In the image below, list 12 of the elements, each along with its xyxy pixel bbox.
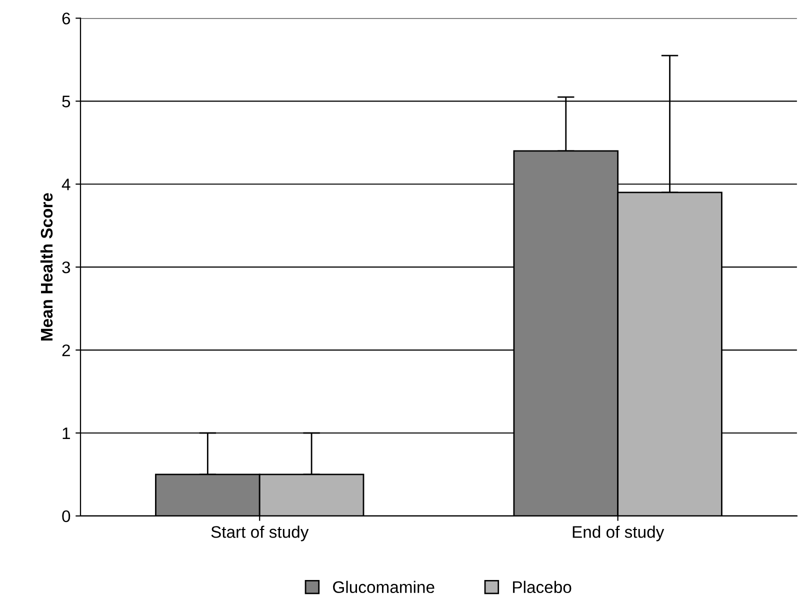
legend-label: Glucomamine bbox=[333, 580, 434, 594]
y-tick-label: 0 bbox=[62, 510, 70, 522]
y-tick-label: 4 bbox=[62, 178, 70, 190]
y-axis-title: Mean Health Score bbox=[40, 193, 53, 341]
legend-label: Placebo bbox=[513, 580, 572, 594]
x-tick-label: Start of study bbox=[211, 526, 309, 542]
y-tick-label: 6 bbox=[62, 12, 70, 24]
y-tick-label: 2 bbox=[62, 344, 70, 356]
y-tick-label: 3 bbox=[62, 261, 70, 274]
x-tick-label: End of study bbox=[572, 526, 664, 542]
y-tick-label: 5 bbox=[62, 96, 70, 108]
y-tick-label: 1 bbox=[62, 428, 70, 440]
